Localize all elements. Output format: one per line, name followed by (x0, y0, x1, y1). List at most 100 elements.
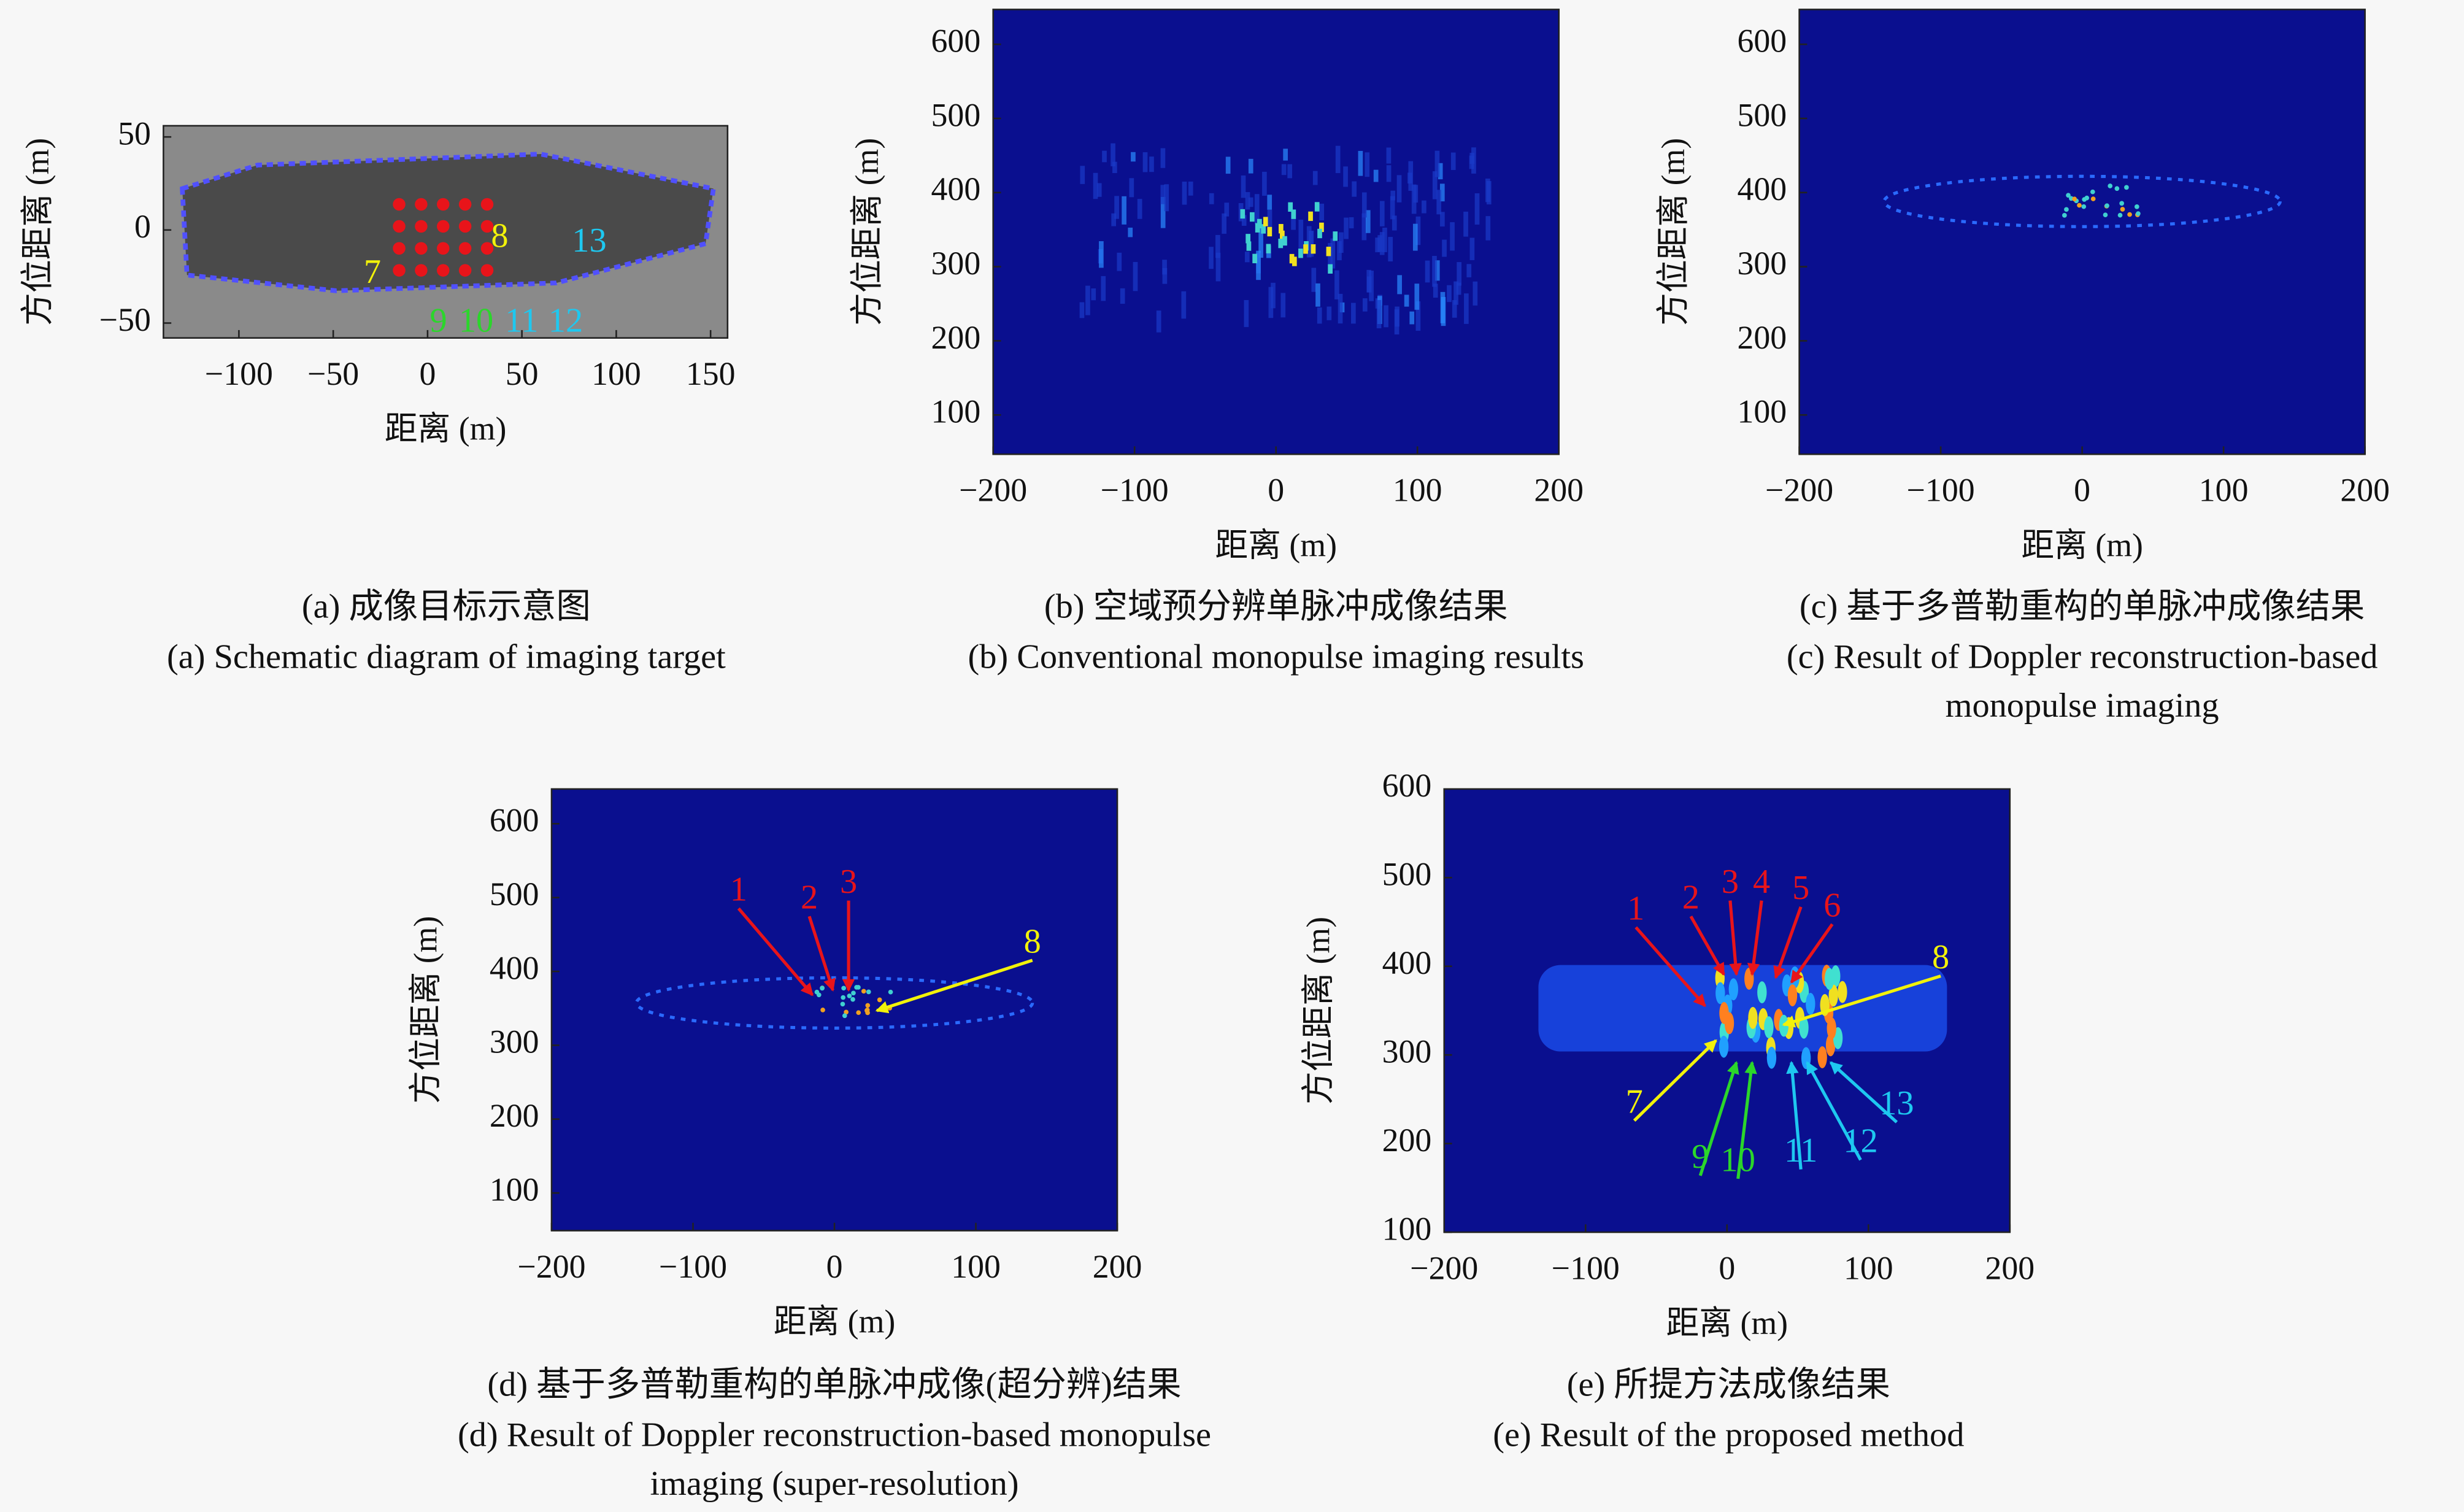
speckle (1456, 282, 1461, 295)
speckle (1267, 209, 1272, 231)
speckle (1142, 152, 1148, 172)
x-axis-label: 距离 (m) (1215, 526, 1337, 563)
speckle (1469, 155, 1474, 169)
speckle (1128, 227, 1133, 237)
annotation-arrow (1728, 900, 1742, 976)
image-texture (551, 789, 1118, 1231)
y-tick-label: 300 (1382, 1033, 1432, 1070)
speckle-hot (1319, 222, 1324, 233)
speckle (1222, 213, 1227, 234)
x-axis-label: 距离 (m) (2021, 526, 2143, 563)
speckle (1344, 217, 1349, 239)
speckle (1188, 181, 1193, 196)
y-tick-label: 400 (931, 171, 981, 207)
y-axis-label: 方位距离 (m) (1655, 138, 1692, 326)
aircraft (393, 220, 406, 233)
y-tick-label: 200 (1382, 1122, 1432, 1159)
speckle (1215, 234, 1220, 258)
caption-en: imaging (super-resolution) (650, 1465, 1018, 1503)
speckle (1093, 172, 1098, 199)
x-tick-label: −200 (1410, 1249, 1478, 1286)
speckle (1436, 190, 1442, 215)
annotation: 7 (1626, 1083, 1643, 1121)
x-tick-label: 200 (1534, 472, 1584, 509)
speckle (1258, 227, 1263, 258)
speckle (1463, 211, 1468, 237)
caption-en: monopulse imaging (1946, 687, 2219, 725)
blob (1715, 982, 1725, 1005)
speckle (1453, 281, 1458, 305)
speckle (1256, 250, 1261, 280)
speckle-hot (1279, 224, 1284, 234)
speckle-hot (842, 1013, 847, 1019)
speckle (1337, 241, 1342, 261)
speckle-hot (850, 997, 855, 1002)
plot-frame (163, 125, 729, 339)
speckle-hot (888, 989, 893, 995)
speckle (1096, 183, 1102, 197)
speckle (1162, 260, 1167, 275)
blob (1817, 1046, 1827, 1068)
blob (1719, 1035, 1729, 1058)
speckle (1129, 178, 1134, 198)
speckle (1209, 193, 1214, 204)
speckle (1390, 190, 1396, 201)
speckle-hot (1267, 226, 1272, 237)
x-tick-label: −100 (659, 1248, 727, 1285)
aircraft (458, 242, 472, 255)
x-tick-label: 100 (1844, 1249, 1893, 1286)
y-tick-label: 500 (490, 876, 539, 912)
speckle (1079, 302, 1085, 318)
speckle (1375, 237, 1380, 253)
blob (1787, 984, 1798, 1006)
y-tick-label: 200 (1737, 319, 1787, 356)
speckle-hot (2134, 204, 2139, 209)
speckle (1315, 283, 1320, 307)
speckle (1209, 247, 1214, 269)
image-texture (1799, 9, 2365, 455)
speckle (1407, 172, 1412, 184)
speckle-hot (1328, 264, 1333, 274)
speckle-hot (847, 993, 852, 998)
blob (1766, 1046, 1777, 1069)
annotation: 5 (1792, 869, 1809, 907)
speckle (1244, 252, 1250, 263)
speckle (1244, 299, 1249, 327)
speckle (1101, 276, 1106, 301)
y-tick-label: 400 (490, 949, 539, 986)
speckle-hot (877, 997, 882, 1003)
speckle (1164, 184, 1169, 212)
y-tick-label: 100 (1382, 1210, 1432, 1247)
y-axis-label: 方位距离 (m) (1299, 917, 1336, 1105)
speckle (1352, 181, 1357, 197)
annotation: 8 (491, 217, 508, 255)
y-tick-label: 300 (490, 1024, 539, 1060)
annotation-arrow (875, 958, 1033, 1014)
speckle (1099, 241, 1104, 268)
speckle-hot (1314, 202, 1320, 212)
aircraft (393, 198, 406, 211)
annotation-arrow (1829, 1061, 1898, 1124)
x-tick-label: 0 (419, 355, 436, 392)
speckle (1469, 237, 1475, 260)
y-tick-label: −50 (99, 301, 151, 338)
aircraft (415, 264, 428, 277)
speckle-hot (1246, 241, 1252, 251)
x-tick-label: −50 (307, 355, 359, 392)
aircraft (458, 198, 472, 211)
speckle-hot (2064, 207, 2069, 212)
caption-zh: (a) 成像目标示意图 (302, 588, 591, 626)
speckle-hot (820, 1008, 825, 1012)
blob (1779, 1014, 1789, 1037)
blob (1799, 1016, 1809, 1039)
speckle (1268, 287, 1274, 318)
speckle-hot (1245, 234, 1250, 244)
y-tick-label: 100 (490, 1171, 539, 1208)
speckle (1422, 200, 1426, 214)
annotation: 13 (1879, 1084, 1914, 1122)
speckle (1439, 183, 1445, 202)
speckle (1162, 268, 1168, 284)
speckle-hot (1250, 212, 1255, 222)
speckle-hot (2066, 193, 2071, 198)
